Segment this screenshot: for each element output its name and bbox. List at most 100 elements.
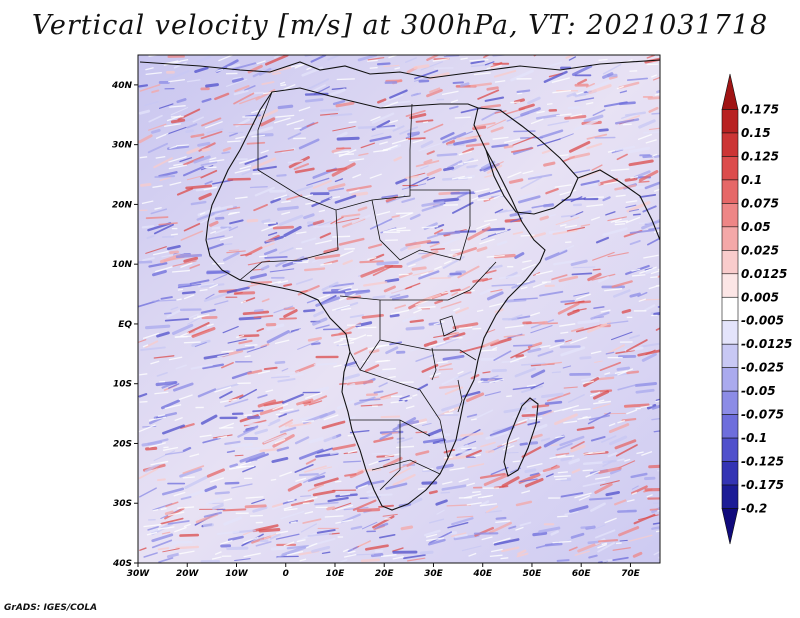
velocity-streak: [573, 169, 591, 174]
neutral-streak: [370, 345, 382, 350]
velocity-streak: [160, 517, 184, 525]
velocity-streak: [158, 557, 174, 563]
lon-tick-label: 60E: [572, 569, 592, 579]
lon-tick-label: 10W: [225, 569, 249, 579]
velocity-streak: [467, 226, 491, 241]
velocity-streak: [421, 200, 445, 207]
velocity-streak: [359, 260, 384, 264]
velocity-streak: [605, 351, 615, 355]
velocity-streak: [527, 96, 541, 105]
velocity-streak: [298, 138, 320, 150]
velocity-streak: [227, 63, 241, 69]
velocity-streak: [629, 239, 641, 246]
velocity-streak: [556, 559, 570, 562]
velocity-streak: [358, 540, 371, 547]
velocity-streak: [629, 334, 641, 340]
neutral-streak: [142, 332, 159, 340]
velocity-streak: [182, 465, 205, 475]
neutral-streak: [552, 540, 572, 544]
neutral-streak: [239, 461, 252, 466]
velocity-streak: [580, 179, 600, 186]
velocity-streak: [510, 147, 534, 153]
velocity-streak: [614, 184, 637, 191]
velocity-streak: [420, 61, 444, 71]
velocity-streak: [193, 155, 211, 164]
velocity-streak: [361, 521, 378, 530]
velocity-streak: [586, 321, 612, 334]
velocity-streak: [378, 458, 390, 463]
velocity-streak: [572, 93, 587, 97]
velocity-streak: [435, 337, 460, 348]
velocity-streak: [520, 176, 543, 190]
velocity-streak: [179, 157, 193, 163]
neutral-streak: [384, 453, 401, 458]
velocity-streak: [170, 118, 186, 124]
velocity-streak: [336, 131, 348, 139]
velocity-streak: [606, 320, 629, 325]
velocity-streak: [400, 286, 420, 293]
velocity-streak: [242, 310, 270, 316]
neutral-streak: [209, 157, 217, 161]
neutral-streak: [339, 250, 354, 257]
velocity-streak: [263, 434, 286, 444]
neutral-streak: [306, 66, 312, 71]
velocity-streak: [477, 89, 500, 100]
neutral-streak: [183, 341, 201, 344]
neutral-streak: [339, 493, 351, 496]
lat-tick-label: 30N: [112, 141, 133, 151]
neutral-streak: [373, 149, 389, 153]
neutral-streak: [214, 386, 232, 393]
velocity-streak: [255, 88, 276, 101]
velocity-streak: [529, 232, 546, 239]
velocity-streak: [597, 542, 615, 553]
lat-tick-label: 20S: [113, 439, 132, 449]
velocity-streak: [166, 552, 180, 559]
velocity-streak: [313, 386, 330, 393]
neutral-streak: [164, 404, 182, 410]
velocity-streak: [520, 107, 541, 117]
velocity-streak: [368, 349, 380, 354]
neutral-streak: [142, 344, 149, 348]
velocity-streak: [563, 386, 578, 389]
velocity-streak: [233, 92, 255, 105]
velocity-streak: [595, 236, 610, 244]
velocity-streak: [599, 480, 620, 486]
neutral-streak: [166, 115, 182, 122]
velocity-streak: [232, 76, 242, 80]
neutral-streak: [139, 156, 148, 159]
neutral-streak: [484, 218, 497, 223]
velocity-streak: [167, 520, 190, 525]
velocity-streak: [405, 326, 425, 331]
neutral-streak: [320, 262, 333, 266]
velocity-streak: [466, 392, 485, 403]
neutral-streak: [617, 419, 626, 424]
velocity-streak: [483, 55, 491, 59]
velocity-streak: [184, 489, 206, 499]
velocity-streak: [409, 213, 421, 220]
velocity-streak: [329, 113, 353, 117]
velocity-streak: [543, 161, 556, 167]
neutral-streak: [283, 506, 293, 510]
neutral-streak: [437, 361, 448, 364]
neutral-streak: [492, 136, 509, 140]
velocity-streak: [602, 558, 613, 563]
velocity-streak: [638, 180, 650, 183]
neutral-streak: [582, 380, 594, 385]
neutral-streak: [659, 141, 660, 143]
velocity-streak: [391, 214, 400, 218]
velocity-streak: [233, 292, 243, 295]
velocity-streak: [608, 75, 618, 80]
neutral-streak: [397, 381, 414, 384]
neutral-streak: [286, 119, 304, 126]
neutral-streak: [345, 288, 358, 293]
velocity-streak: [224, 481, 240, 485]
neutral-streak: [480, 349, 497, 352]
velocity-streak: [153, 223, 175, 235]
neutral-streak: [448, 408, 455, 412]
velocity-streak: [321, 551, 331, 554]
neutral-streak: [357, 326, 377, 329]
neutral-streak: [466, 502, 482, 506]
neutral-streak: [339, 337, 351, 340]
neutral-streak: [243, 552, 261, 558]
velocity-streak: [430, 247, 445, 251]
